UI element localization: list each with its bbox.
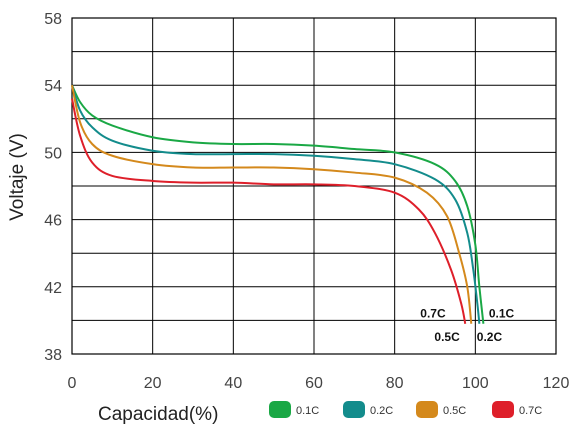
x-tick-label: 0: [68, 375, 77, 392]
curve-annotation: 0.5C: [434, 330, 460, 344]
x-tick-label: 20: [144, 375, 162, 392]
y-tick-label: 50: [44, 145, 62, 162]
curve-annotation: 0.2C: [477, 330, 503, 344]
y-tick-label: 54: [44, 78, 62, 95]
y-tick-label: 38: [44, 347, 62, 364]
x-tick-label: 60: [305, 375, 323, 392]
legend-swatch: [492, 401, 514, 418]
tick-labels: 0 20 40 60 80 100 120 38 42 46 50 54 58: [44, 11, 569, 392]
curve-annotation: 0.7C: [420, 307, 446, 321]
series-line-0_1C: [71, 84, 485, 324]
curve-annotation: 0.1C: [489, 307, 515, 321]
y-axis-label: Voltaje (V): [7, 133, 28, 221]
y-tick-label: 46: [44, 213, 62, 230]
x-axis-label: Capacidad(%): [98, 404, 218, 425]
legend-swatch: [416, 401, 438, 418]
plot-frame: [71, 17, 557, 355]
y-tick-label: 42: [44, 280, 62, 297]
legend-swatch: [269, 401, 291, 418]
plot-border: [71, 17, 557, 355]
y-tick-label: 58: [44, 11, 62, 28]
series-line-0_2C: [71, 84, 481, 324]
series-line-0_5C: [71, 84, 473, 324]
x-tick-label: 120: [543, 375, 570, 392]
legend-label: 0.7C: [519, 405, 542, 417]
legend-label: 0.2C: [370, 405, 393, 417]
x-tick-label: 40: [224, 375, 242, 392]
series-line-0_7C: [71, 98, 467, 324]
legend: Capacidad(%) 0.1C 0.2C 0.5C 0.7C: [98, 401, 542, 425]
legend-label: 0.5C: [443, 405, 466, 417]
grid: [71, 17, 557, 355]
series-layer: [71, 84, 485, 324]
curve-annotations: 0.7C 0.1C 0.5C 0.2C: [420, 307, 514, 345]
legend-swatch: [343, 401, 365, 418]
x-tick-label: 100: [462, 375, 489, 392]
x-tick-label: 80: [386, 375, 404, 392]
legend-label: 0.1C: [296, 405, 319, 417]
